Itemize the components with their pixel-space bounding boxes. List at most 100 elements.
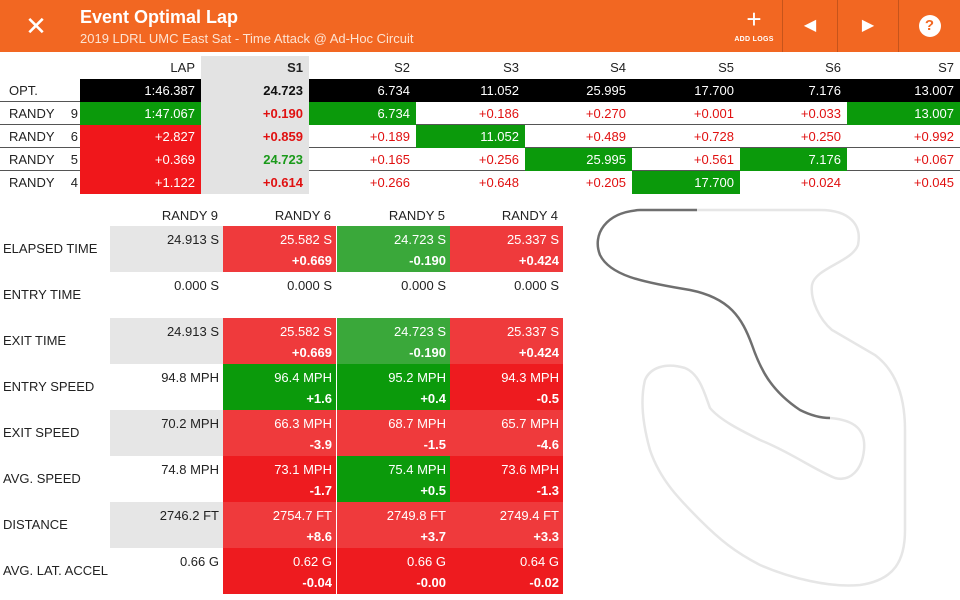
sector-table: LAP S1 S2 S3 S4 S5 S6 S7 OPT. 1:46.387 24.723 6.734… <box>0 56 960 194</box>
row-label: OPT. <box>0 79 80 102</box>
metric-row: AVG. LAT. ACCEL 0.66 G 0.62 G -0.04 0.66 G -0… <box>0 548 563 594</box>
driver-column-header[interactable]: RANDY 6 <box>274 208 331 223</box>
metric-value: 94.3 MPH <box>501 370 559 385</box>
toolbar-divider <box>898 0 899 52</box>
sector-cell: +0.859 <box>201 125 309 148</box>
metric-value: 0.62 G <box>292 554 332 569</box>
optimal-row[interactable]: OPT. 1:46.387 24.723 6.734 11.052 25.995 17.70… <box>0 79 960 102</box>
sector-cell: +0.250 <box>800 129 841 144</box>
metric-delta: -0.190 <box>409 345 446 360</box>
metric-cell: 24.913 S <box>110 226 223 272</box>
sector-cell: +0.270 <box>585 106 626 121</box>
metric-value: 24.913 S <box>166 324 219 339</box>
next-icon[interactable]: ▶ <box>861 17 875 34</box>
metric-value: 2749.8 FT <box>386 508 446 523</box>
sector-cell: +0.992 <box>913 129 954 144</box>
metric-delta: +0.4 <box>420 391 446 406</box>
close-icon[interactable]: ✕ <box>25 11 47 41</box>
metric-value: 70.2 MPH <box>161 416 219 431</box>
column-header-s1[interactable]: S1 <box>201 56 309 79</box>
metric-value: 75.4 MPH <box>388 462 446 477</box>
sector-cell: +0.190 <box>201 102 309 125</box>
metric-value: 25.337 S <box>506 324 559 339</box>
metric-label: ELAPSED TIME <box>0 226 110 272</box>
metric-delta: +0.669 <box>291 345 332 360</box>
column-header-s4[interactable]: S4 <box>610 60 626 75</box>
sector-cell: +0.561 <box>693 152 734 167</box>
plus-icon: + <box>746 4 762 34</box>
metric-delta: -1.5 <box>423 437 446 452</box>
metric-cell: 0.000 S <box>223 272 336 318</box>
add-logs-button[interactable]: + ADD LOGS <box>726 0 782 52</box>
metric-delta: -1.3 <box>536 483 559 498</box>
help-button[interactable]: ? <box>899 0 960 52</box>
metric-label: ENTRY TIME <box>0 272 110 318</box>
metric-value: 73.6 MPH <box>501 462 559 477</box>
metric-cell: 68.7 MPH -1.5 <box>337 410 450 456</box>
metric-row: ENTRY TIME 0.000 S 0.000 S 0.000 S 0.000 S <box>0 272 563 318</box>
metric-value: 68.7 MPH <box>388 416 446 431</box>
driver-row[interactable]: RANDY 9 1:47.067 +0.190 6.734 +0.186 +0.270 +0.… <box>0 102 960 125</box>
metric-delta: +8.6 <box>306 529 332 544</box>
row-name: RANDY <box>9 129 55 144</box>
sector-cell: 6.734 <box>309 102 416 125</box>
sector-cell: +2.827 <box>80 125 201 148</box>
metric-row: EXIT TIME 24.913 S 25.582 S +0.669 24.723 S -… <box>0 318 563 364</box>
metric-label: AVG. SPEED <box>0 456 110 502</box>
metric-cell: 24.723 S -0.190 <box>337 226 450 272</box>
metric-cell: 25.337 S +0.424 <box>450 226 563 272</box>
metric-delta: -0.190 <box>409 253 446 268</box>
sector-cell: +0.266 <box>369 175 410 190</box>
sector-cell: +0.205 <box>585 175 626 190</box>
page-title: Event Optimal Lap <box>80 7 239 27</box>
metric-value: 0.000 S <box>514 278 559 293</box>
driver-column-header[interactable]: RANDY 4 <box>501 208 558 223</box>
row-label: RANDY 4 <box>0 171 80 194</box>
metric-cell: 73.1 MPH -1.7 <box>223 456 336 502</box>
column-header-lap[interactable]: LAP <box>170 60 195 75</box>
sector-cell: 11.052 <box>416 79 525 102</box>
metric-label: EXIT TIME <box>0 318 110 364</box>
driver-column-header[interactable]: RANDY 9 <box>161 208 218 223</box>
metric-cell: 24.723 S -0.190 <box>337 318 450 364</box>
metric-row: ELAPSED TIME 24.913 S 25.582 S +0.669 24.723… <box>0 226 563 272</box>
column-header-s6[interactable]: S6 <box>825 60 841 75</box>
metric-value: 0.66 G <box>179 554 219 569</box>
driver-row[interactable]: RANDY 4 +1.122 +0.614 +0.266 +0.648 +0.205 17.7… <box>0 171 960 194</box>
metric-value: 96.4 MPH <box>274 370 332 385</box>
metric-value: 66.3 MPH <box>274 416 332 431</box>
metric-delta: +1.6 <box>306 391 332 406</box>
sector-cell: +0.728 <box>693 129 734 144</box>
metric-cell: 0.000 S <box>450 272 563 318</box>
metric-cell: 66.3 MPH -3.9 <box>223 410 336 456</box>
column-header-s3[interactable]: S3 <box>503 60 519 75</box>
sector-cell: +0.614 <box>201 171 309 194</box>
track-sector-highlight <box>596 208 831 420</box>
app-bar: ✕ Event Optimal Lap 2019 LDRL UMC East S… <box>0 0 960 52</box>
driver-row[interactable]: RANDY 6 +2.827 +0.859 +0.189 11.052 +0.489 +0.7… <box>0 125 960 148</box>
column-header-s2[interactable]: S2 <box>394 60 410 75</box>
driver-column-header[interactable]: RANDY 5 <box>388 208 445 223</box>
metric-label: EXIT SPEED <box>0 410 110 456</box>
metric-cell: 25.582 S +0.669 <box>223 318 336 364</box>
row-label: RANDY 5 <box>0 148 80 171</box>
sector-cell: +0.033 <box>800 106 841 121</box>
metric-value: 94.8 MPH <box>161 370 219 385</box>
metric-value: 73.1 MPH <box>274 462 332 477</box>
track-outline <box>641 208 907 587</box>
row-name: RANDY <box>9 106 55 121</box>
sector-cell: 24.723 <box>201 79 309 102</box>
metric-value: 24.723 S <box>393 324 446 339</box>
metric-row: EXIT SPEED 70.2 MPH 66.3 MPH -3.9 68.7 MPH -1… <box>0 410 563 456</box>
driver-row[interactable]: RANDY 5 +0.369 24.723 +0.165 +0.256 25.995 +0.5… <box>0 148 960 171</box>
metric-row: DISTANCE 2746.2 FT 2754.7 FT +8.6 2749.8 FT +… <box>0 502 563 548</box>
metric-cell: 0.000 S <box>337 272 450 318</box>
sector-cell: 1:47.067 <box>80 102 201 125</box>
sector-cell: +0.256 <box>478 152 519 167</box>
sector-cell: 25.995 <box>525 148 632 171</box>
column-header-s7[interactable]: S7 <box>938 60 954 75</box>
metric-value: 0.66 G <box>406 554 446 569</box>
prev-icon[interactable]: ◀ <box>803 17 817 34</box>
sector-cell: 17.700 <box>632 171 740 194</box>
column-header-s5[interactable]: S5 <box>718 60 734 75</box>
